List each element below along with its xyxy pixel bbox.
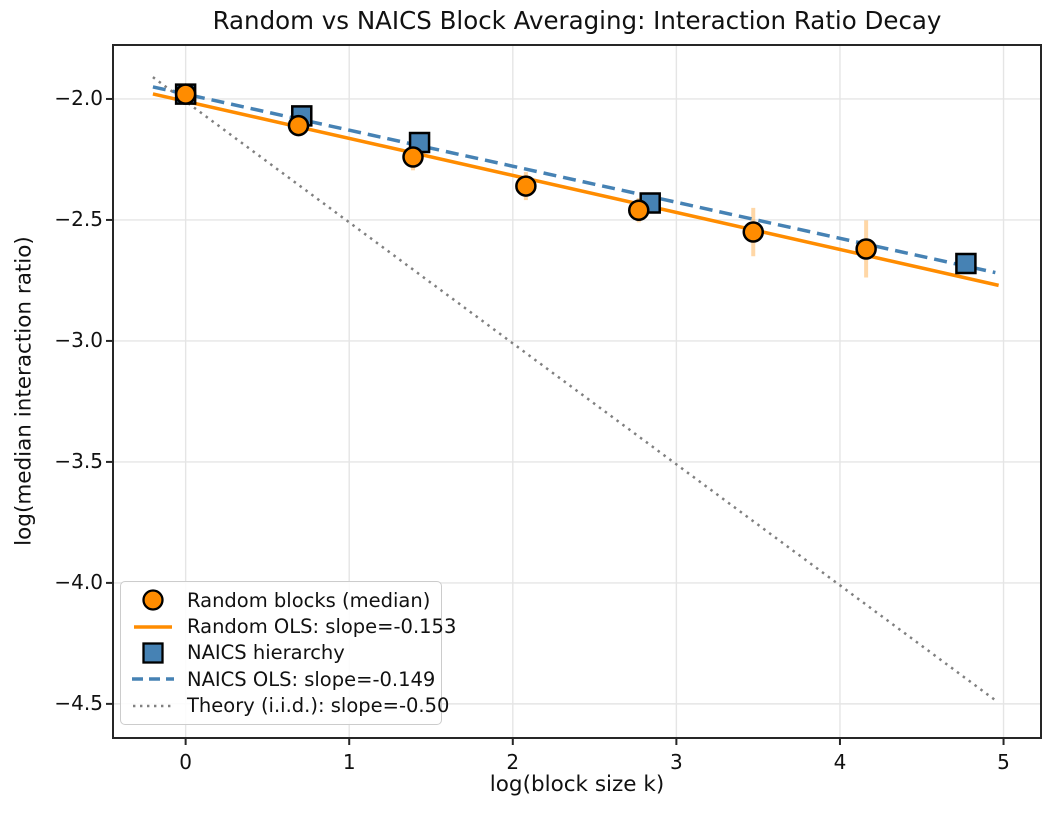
y-axis-label: log(median interaction ratio) (11, 236, 37, 546)
legend-item: Theory (i.i.d.): slope=-0.50 (130, 693, 449, 719)
legend-item: Random OLS: slope=-0.153 (130, 613, 456, 639)
x-tick-label: 4 (833, 750, 847, 774)
random-point (742, 221, 765, 243)
legend-label: Random OLS: slope=-0.153 (187, 615, 457, 639)
legend-label: Random blocks (median) (187, 588, 431, 612)
legend-label: Theory (i.i.d.): slope=-0.50 (187, 694, 450, 718)
circle-marker-icon (142, 589, 164, 611)
plot-border (112, 44, 1042, 739)
y-tick-label: −3.5 (54, 448, 103, 473)
y-tick-label: −3.0 (54, 327, 103, 352)
legend-item: NAICS hierarchy (130, 640, 431, 666)
legend-item: NAICS OLS: slope=-0.149 (130, 666, 435, 692)
dotted-line-icon (133, 704, 173, 707)
random-point (515, 175, 537, 197)
x-tick-label: 1 (342, 750, 356, 774)
x-tick-label: 3 (670, 750, 683, 774)
y-tick-label: −4.5 (54, 690, 103, 715)
legend: Random blocks (median) Random OLS: slope=… (120, 581, 456, 725)
random-point (174, 83, 197, 105)
solid-line-icon (134, 624, 172, 629)
random-point (855, 238, 877, 260)
chart-title: Random vs NAICS Block Averaging: Interac… (212, 6, 942, 35)
square-marker-icon (142, 642, 164, 664)
x-axis-label: log(block size k) (489, 772, 665, 797)
random-point (402, 146, 424, 168)
y-tick-label: −4.0 (54, 569, 103, 594)
dashed-line-icon (132, 677, 174, 682)
random-point (287, 114, 310, 137)
x-tick-label: 5 (997, 750, 1010, 774)
naics-point (955, 252, 977, 275)
y-tick-label: −2.5 (54, 206, 103, 231)
legend-item: Random blocks (median) (130, 587, 431, 613)
random-point (628, 199, 650, 222)
x-tick-label: 2 (506, 750, 520, 774)
legend-label: NAICS hierarchy (187, 641, 345, 665)
legend-label: NAICS OLS: slope=-0.149 (187, 667, 436, 691)
x-tick-label: 0 (179, 750, 192, 774)
y-tick-label: −2.0 (54, 85, 103, 110)
